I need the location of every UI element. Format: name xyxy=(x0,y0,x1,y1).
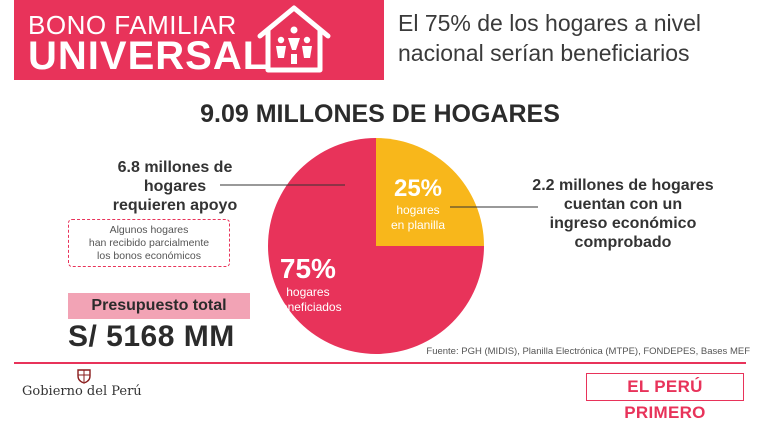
right-annotation-line3: ingreso económico xyxy=(549,215,697,232)
right-annotation-line1: 2.2 millones de hogares xyxy=(532,177,714,194)
slice-1-label-line2: beneficiados xyxy=(274,300,341,314)
slice-1-percent: 75% xyxy=(280,253,336,284)
left-annotation-line3: requieren apoyo xyxy=(112,197,238,214)
campaign-logo: EL PERÚ PRIMERO xyxy=(586,373,744,422)
slice-2-label-line2: en planilla xyxy=(391,218,445,232)
header-title-line2: nacional serían beneficiarios xyxy=(398,40,690,66)
footer-divider xyxy=(14,362,746,364)
left-annotation: 6.8 millones de hogares requieren apoyo xyxy=(80,158,270,215)
right-annotation: 2.2 millones de hogares cuentan con un i… xyxy=(508,176,738,252)
header-title-line1: El 75% de los hogares a nivel xyxy=(398,10,702,36)
left-annotation-line2: hogares xyxy=(143,178,207,195)
note-line3: los bonos económicos xyxy=(97,250,201,262)
shield-icon xyxy=(77,369,91,384)
right-annotation-line2: cuentan con un xyxy=(563,196,683,213)
brand-line2: UNIVERSAL xyxy=(28,34,269,78)
gov-label: Gobierno del Perú xyxy=(22,384,142,399)
right-annotation-line4: comprobado xyxy=(574,234,672,251)
chart-title: 9.09 MILLONES DE HOGARES xyxy=(200,100,560,128)
slice-2-label-line1: hogares xyxy=(396,203,439,217)
source-note: Fuente: PGH (MIDIS), Planilla Electrónic… xyxy=(426,346,750,357)
note-line1: Algunos hogares xyxy=(109,224,189,236)
brand-line1: BONO FAMILIAR xyxy=(28,10,237,40)
gov-logo: Gobierno del Perú xyxy=(18,368,168,402)
slice-1-label-line1: hogares xyxy=(286,285,329,299)
pie-slice-2 xyxy=(376,138,484,246)
budget-label: Presupuesto total xyxy=(68,293,250,319)
house-family-icon xyxy=(257,5,331,73)
note-line2: han recibido parcialmente xyxy=(88,237,210,249)
slice-2-percent: 25% xyxy=(394,175,442,202)
header-title: El 75% de los hogares a nivel nacional s… xyxy=(398,8,748,68)
budget-amount: S/ 5168 MM xyxy=(68,320,235,353)
note-box: Algunos hogares han recibido parcialment… xyxy=(68,219,230,267)
brand-banner: BONO FAMILIAR UNIVERSAL xyxy=(14,0,384,80)
left-annotation-line1: 6.8 millones de xyxy=(117,159,233,176)
